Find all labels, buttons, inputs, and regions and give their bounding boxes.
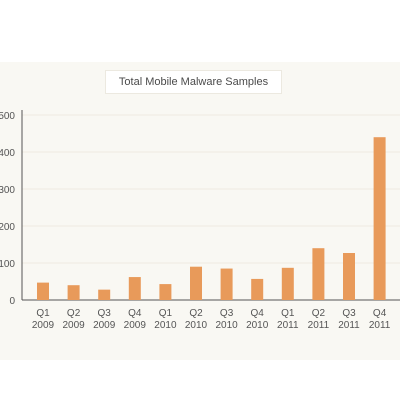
x-tick-label: 2010 [246,320,269,331]
x-tick-label: Q2 [67,308,81,319]
x-tick-label: Q2 [189,308,203,319]
bar [159,284,172,300]
y-tick-label: 500 [0,111,15,122]
x-tick-label: Q3 [220,308,234,319]
x-tick-label: 2011 [308,320,330,331]
x-tick-label: Q1 [159,308,173,319]
y-tick-label: 0 [9,296,15,307]
chart-title: Total Mobile Malware Samples [105,70,282,94]
bar [312,248,325,300]
x-tick-label: 2011 [338,320,360,331]
bar [251,278,264,300]
x-tick-label: Q4 [251,308,265,319]
y-tick-label: 300 [0,185,15,196]
bar [98,289,111,300]
x-tick-label: Q2 [312,308,326,319]
x-tick-label: 2010 [154,320,177,331]
chart-background [0,62,400,360]
x-tick-label: Q4 [128,308,142,319]
x-tick-label: Q4 [373,308,387,319]
bar [37,282,49,300]
x-tick-label: 2010 [215,320,238,331]
x-tick-label: Q3 [342,308,356,319]
x-tick-label: 2011 [277,320,299,331]
bar [220,268,233,300]
x-tick-label: Q1 [36,308,50,319]
x-tick-label: 2009 [124,320,147,331]
bar [190,266,202,300]
bar [67,285,80,300]
x-tick-label: Q3 [98,308,112,319]
x-tick-label: 2010 [185,320,208,331]
bar [281,267,294,300]
y-tick-label: 100 [0,259,15,270]
x-tick-label: 2009 [62,320,85,331]
bar [128,277,141,300]
x-tick-label: 2011 [369,320,391,331]
y-tick-label: 200 [0,222,15,233]
x-tick-label: 2009 [93,320,116,331]
bar [373,137,386,300]
bar [343,253,355,300]
x-tick-label: 2009 [32,320,55,331]
x-tick-label: Q1 [281,308,295,319]
y-tick-label: 400 [0,148,15,159]
